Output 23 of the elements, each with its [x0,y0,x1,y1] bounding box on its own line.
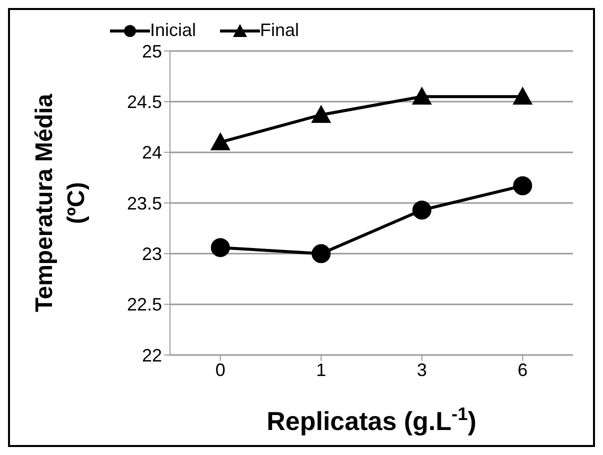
y-tick-label: 23 [142,244,162,264]
y-tick-label: 22 [142,345,162,366]
x-tick-label: 6 [518,360,528,380]
point [311,104,332,123]
y-axis-title: Temperatura Média (ºC) [31,93,90,312]
y-tick-label: 24 [142,142,162,163]
x-tick-label: 0 [215,360,226,380]
x-tick-label: 1 [316,360,326,380]
y-tick-label: 22.5 [126,294,162,315]
legend-label: Final [259,20,300,41]
x-axis-title: Replicatas (g.L$^{-1}$) [266,404,476,436]
point [412,200,432,220]
legend-label: Inicial [149,20,196,41]
point [513,176,532,196]
y-tick-label: 23.5 [126,193,162,214]
point [412,86,432,105]
y-tick-label: 25 [142,41,162,62]
point [312,244,331,264]
y-tick-label: 24.5 [126,92,162,112]
point [512,86,533,105]
point [210,132,230,150]
point [210,238,230,258]
x-tick-label: 3 [416,360,427,380]
